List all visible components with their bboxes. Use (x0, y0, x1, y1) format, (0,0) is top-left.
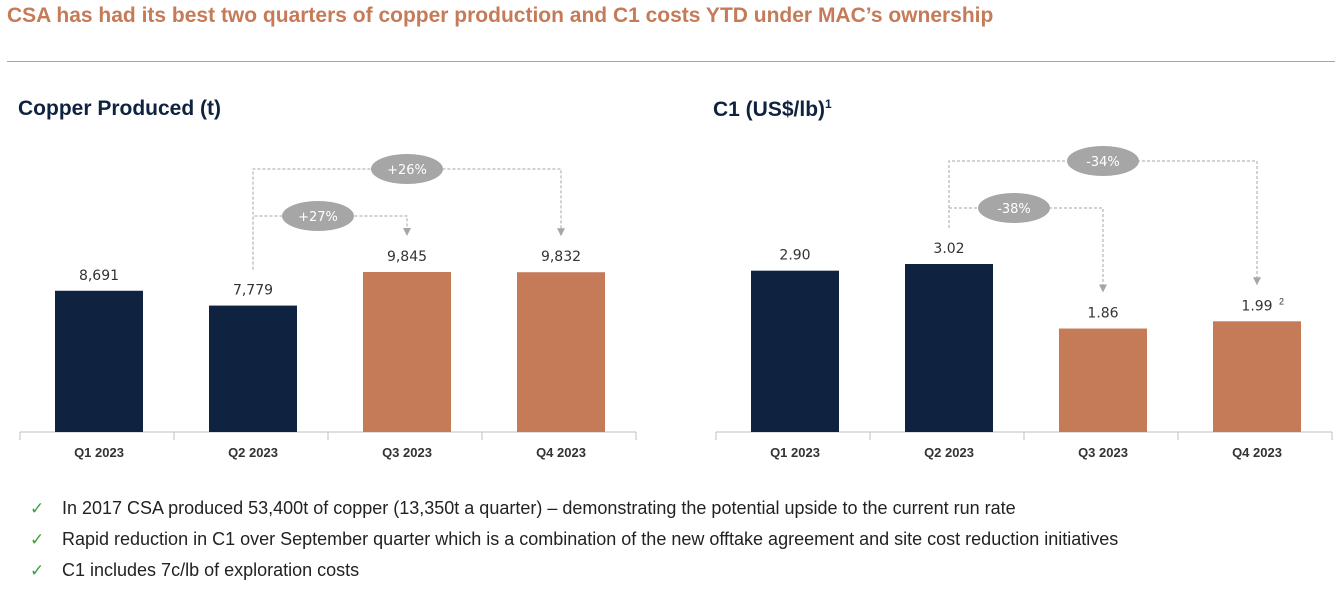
data-label: 9,845 (387, 249, 427, 265)
arrow-icon (557, 228, 565, 237)
bar (905, 264, 993, 432)
slide-title: CSA has had its best two quarters of cop… (7, 4, 994, 27)
check-icon: ✓ (30, 498, 45, 518)
annotation-bubble (282, 201, 354, 231)
check-icon: ✓ (30, 560, 45, 580)
x-tick-label: Q4 2023 (536, 445, 586, 460)
bar (209, 305, 297, 432)
data-label: 1.99 (1241, 298, 1272, 314)
charts: 8,691 Q1 2023 7,779 Q2 2023 9,845 Q3 2023 9,83… (19, 146, 1333, 460)
annotation-label: +27% (298, 210, 338, 225)
annotation-bubble (978, 193, 1050, 223)
annotation-connector (252, 168, 562, 270)
bullet-text: C1 includes 7c/lb of exploration costs (62, 560, 360, 580)
bullet-text: Rapid reduction in C1 over September qua… (62, 529, 1119, 549)
bar (55, 290, 143, 432)
bar (1213, 321, 1301, 432)
x-tick-label: Q3 2023 (1078, 445, 1128, 460)
arrow-icon (1253, 277, 1261, 286)
x-tick-label: Q2 2023 (924, 445, 974, 460)
annotation-label: +26% (387, 163, 427, 178)
data-label: 2.90 (779, 248, 810, 264)
bullet-list: ✓ In 2017 CSA produced 53,400t of copper … (30, 493, 1118, 586)
check-icon: ✓ (30, 529, 45, 549)
data-label: 7,779 (233, 283, 273, 299)
annotation-bubble (1067, 146, 1139, 176)
bar (363, 272, 451, 432)
chart-title-copper: Copper Produced (t) (18, 97, 221, 121)
bullet-item: ✓ Rapid reduction in C1 over September qu… (30, 524, 1118, 555)
divider (7, 61, 1335, 62)
bar (751, 270, 839, 432)
footnote-marker: 1 (825, 97, 832, 111)
bar (1059, 328, 1147, 432)
data-label: 1.86 (1087, 306, 1118, 322)
x-tick-label: Q2 2023 (228, 445, 278, 460)
x-tick-label: Q4 2023 (1232, 445, 1282, 460)
bar (517, 272, 605, 432)
bullet-item: ✓ C1 includes 7c/lb of exploration costs (30, 555, 1118, 586)
bullet-text: In 2017 CSA produced 53,400t of copper (… (62, 498, 1016, 518)
annotation-label: -34% (1086, 155, 1120, 170)
arrow-icon (403, 228, 411, 236)
bullet-item: ✓ In 2017 CSA produced 53,400t of copper … (30, 493, 1118, 524)
chart-title-text: C1 (US$/lb) (713, 98, 826, 121)
chart-title-c1: C1 (US$/lb)1 (713, 97, 832, 122)
data-label: 9,832 (541, 249, 581, 265)
data-label: 3.02 (933, 241, 964, 257)
footnote-marker: 2 (1279, 296, 1284, 306)
annotation-label: -38% (997, 202, 1031, 217)
arrow-icon (1099, 284, 1107, 293)
annotation-bubble (371, 154, 443, 184)
x-tick-label: Q3 2023 (382, 445, 432, 460)
data-label: 8,691 (79, 268, 119, 284)
x-tick-label: Q1 2023 (74, 445, 124, 460)
chart-title-text: Copper Produced (t) (18, 97, 221, 120)
x-tick-label: Q1 2023 (770, 445, 820, 460)
